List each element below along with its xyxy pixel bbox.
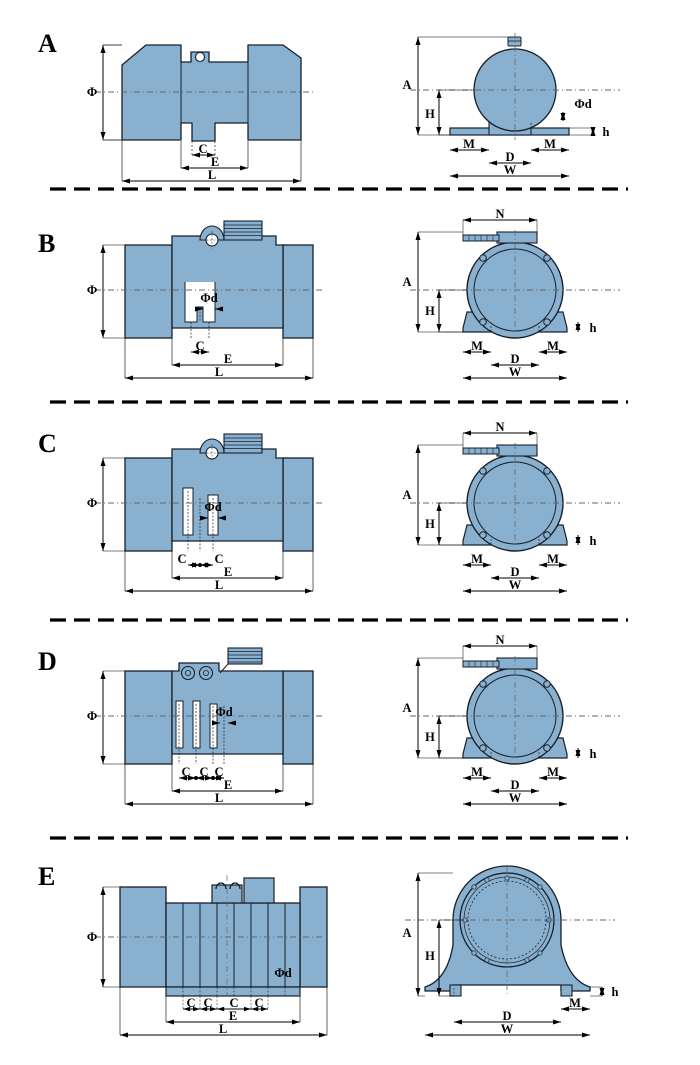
svg-text:W: W	[509, 578, 522, 592]
svg-text:C: C	[195, 339, 204, 353]
svg-text:A: A	[402, 275, 411, 289]
svg-text:M: M	[471, 339, 483, 353]
svg-text:A: A	[402, 488, 411, 502]
svg-text:C: C	[199, 765, 208, 779]
svg-text:H: H	[425, 107, 435, 121]
svg-text:M: M	[547, 552, 559, 566]
svg-text:H: H	[425, 949, 435, 963]
svg-text:h: h	[603, 125, 610, 139]
svg-text:A: A	[402, 926, 411, 940]
svg-text:A: A	[38, 29, 57, 58]
svg-text:L: L	[208, 168, 216, 182]
svg-text:N: N	[495, 633, 504, 647]
svg-text:D: D	[510, 352, 519, 366]
svg-text:Φ: Φ	[87, 930, 97, 944]
svg-text:C: C	[214, 552, 223, 566]
svg-text:D: D	[510, 565, 519, 579]
svg-text:C: C	[177, 552, 186, 566]
svg-text:L: L	[215, 365, 223, 379]
svg-text:A: A	[402, 701, 411, 715]
svg-text:Φd: Φd	[200, 291, 217, 305]
svg-text:C: C	[38, 429, 57, 458]
svg-text:H: H	[425, 730, 435, 744]
svg-text:L: L	[215, 791, 223, 805]
svg-text:D: D	[510, 778, 519, 792]
svg-text:M: M	[463, 137, 475, 151]
svg-text:H: H	[425, 304, 435, 318]
svg-text:M: M	[547, 765, 559, 779]
svg-text:C: C	[214, 765, 223, 779]
svg-text:M: M	[547, 339, 559, 353]
svg-text:C: C	[198, 142, 207, 156]
svg-text:W: W	[504, 163, 517, 177]
svg-text:D: D	[505, 150, 514, 164]
svg-text:h: h	[590, 534, 597, 548]
svg-text:Φ: Φ	[87, 85, 97, 99]
svg-text:Φ: Φ	[87, 709, 97, 723]
svg-text:W: W	[509, 791, 522, 805]
svg-text:N: N	[495, 420, 504, 434]
svg-text:M: M	[569, 996, 581, 1010]
svg-text:C: C	[229, 996, 238, 1010]
svg-text:E: E	[229, 1009, 237, 1023]
svg-text:H: H	[425, 517, 435, 531]
svg-text:E: E	[224, 565, 232, 579]
svg-text:D: D	[502, 1009, 511, 1023]
svg-text:L: L	[219, 1022, 227, 1036]
svg-text:E: E	[224, 778, 232, 792]
svg-text:C: C	[186, 996, 195, 1010]
svg-text:h: h	[590, 321, 597, 335]
svg-text:L: L	[215, 578, 223, 592]
svg-text:Φd: Φd	[274, 966, 291, 980]
svg-text:M: M	[544, 137, 556, 151]
svg-text:B: B	[38, 229, 55, 258]
svg-text:E: E	[224, 352, 232, 366]
svg-text:Φ: Φ	[87, 496, 97, 510]
svg-text:W: W	[509, 365, 522, 379]
svg-text:Φ: Φ	[87, 283, 97, 297]
svg-text:D: D	[38, 647, 57, 676]
svg-text:W: W	[501, 1022, 514, 1036]
svg-text:Φd: Φd	[215, 705, 232, 719]
svg-text:M: M	[471, 552, 483, 566]
svg-text:A: A	[402, 78, 411, 92]
svg-text:N: N	[495, 207, 504, 221]
svg-text:Φd: Φd	[204, 500, 221, 514]
svg-text:h: h	[590, 747, 597, 761]
svg-text:h: h	[612, 985, 619, 999]
svg-text:C: C	[254, 996, 263, 1010]
svg-text:C: C	[181, 765, 190, 779]
svg-text:E: E	[38, 862, 55, 891]
svg-text:Φd: Φd	[574, 97, 591, 111]
svg-text:M: M	[471, 765, 483, 779]
svg-text:C: C	[203, 996, 212, 1010]
svg-text:E: E	[211, 155, 219, 169]
